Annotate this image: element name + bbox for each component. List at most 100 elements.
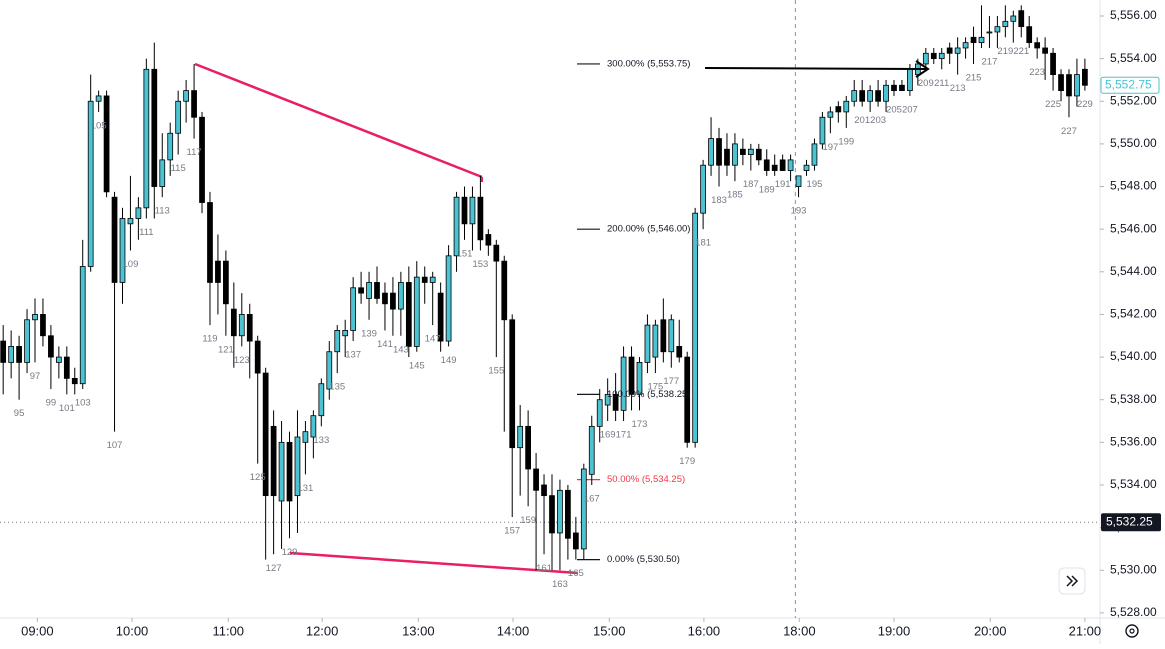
candle-body: [795, 175, 802, 187]
bar-count-label: 167: [584, 493, 600, 504]
candle-body: [676, 346, 683, 358]
candle-body: [716, 138, 722, 166]
candle-body: [95, 95, 102, 102]
candle-body: [509, 319, 516, 449]
candle-body: [533, 468, 539, 491]
fib-level-label: 0.00% (5,530.50): [607, 554, 680, 565]
candle-body: [541, 484, 547, 497]
x-tick-label: 14:00: [497, 623, 530, 638]
candle-body: [684, 356, 691, 443]
bar-count-label: 123: [234, 355, 250, 366]
candle-body: [835, 106, 842, 113]
candle-body: [191, 90, 197, 118]
candle-body: [119, 218, 126, 283]
bar-count-label: 141: [377, 339, 393, 350]
candle-body: [215, 260, 221, 283]
last-price-box: [1100, 76, 1160, 94]
bar-count-label: 211: [934, 78, 949, 89]
scroll-right-button[interactable]: [1058, 567, 1086, 595]
fib-level-label: 50.00% (5,534.25): [607, 474, 685, 485]
x-tick-label: 20:00: [974, 623, 1007, 638]
candle-body: [199, 116, 205, 203]
candle-body: [167, 132, 174, 161]
candle-body: [207, 202, 213, 283]
candle-body: [732, 143, 738, 166]
bar-count-label: 99: [46, 398, 57, 409]
fib-level-label: 300.00% (5,553.75): [607, 58, 690, 69]
candle-body: [405, 282, 412, 347]
bar-count-label: 153: [472, 259, 488, 270]
trend-line: [289, 551, 579, 575]
bar-count-label: 103: [75, 398, 91, 409]
arrow-head: [915, 60, 930, 78]
candle-body: [390, 292, 396, 310]
bar-count-label: 209: [918, 78, 934, 89]
candle-body: [437, 292, 444, 342]
bar-count-label: 165: [568, 568, 584, 579]
bar-count-label: 205: [886, 104, 902, 115]
candle-body: [565, 489, 571, 539]
bar-count-label: 189: [759, 184, 775, 195]
candle-body: [24, 319, 30, 363]
y-tick-label: 5,548.00: [1110, 179, 1157, 193]
candle-body: [811, 143, 818, 166]
candle-body: [230, 308, 237, 337]
bar-count-label: 147: [425, 334, 441, 345]
candle-body: [55, 356, 62, 363]
y-tick-label: 5,550.00: [1110, 136, 1157, 150]
bar-count-label: 207: [902, 104, 918, 115]
candle-body: [32, 314, 38, 321]
candle-body: [262, 372, 269, 497]
candle-body: [183, 90, 189, 102]
candle-body: [421, 276, 428, 283]
y-tick-label: 5,534.00: [1110, 477, 1157, 491]
candle-body: [16, 346, 22, 363]
candle-body: [724, 148, 730, 166]
candle-body: [48, 335, 54, 358]
candle-body: [946, 47, 953, 54]
bar-count-label: 173: [632, 419, 648, 430]
fib-level-label: 100.00% (5,538.25): [607, 389, 690, 400]
candle-body: [620, 356, 627, 411]
candle-body: [398, 282, 404, 310]
y-tick-label: 5,530.00: [1110, 562, 1157, 576]
candle-body: [557, 489, 563, 534]
bar-count-label: 131: [297, 483, 313, 494]
x-tick-label: 21:00: [1069, 623, 1102, 638]
candle-body: [350, 287, 357, 331]
y-tick-label: 5,538.00: [1110, 392, 1157, 406]
candle-body: [127, 218, 134, 225]
candle-body: [366, 282, 372, 299]
candle-body: [740, 148, 746, 155]
bar-count-label: 157: [504, 525, 520, 536]
candle-body: [278, 441, 285, 502]
candle-body: [700, 164, 706, 214]
candle-body: [270, 425, 277, 497]
bar-count-label: 115: [171, 163, 186, 174]
candle-body: [572, 532, 579, 550]
candle-body: [644, 324, 651, 363]
candle-body: [779, 159, 786, 171]
candle-body: [763, 159, 770, 171]
bar-count-label: 101: [59, 403, 75, 414]
bar-count-label: 215: [966, 72, 982, 83]
candle-body: [334, 330, 341, 353]
settings-button[interactable]: [1125, 624, 1139, 638]
candle-body: [302, 431, 309, 443]
bar-count-label: 127: [266, 563, 282, 574]
candle-body: [326, 351, 333, 390]
candle-body: [294, 436, 301, 497]
bar-count-label: 171: [616, 430, 632, 441]
fib-level-label: 200.00% (5,546.00): [607, 224, 690, 235]
candle-body: [286, 441, 293, 502]
last-price-label: 5,552.75: [1105, 77, 1152, 91]
candle-body: [254, 340, 261, 374]
candle-body: [87, 100, 94, 267]
candle-body: [469, 196, 476, 225]
candle-body: [907, 68, 913, 92]
y-tick-label: 5,536.00: [1110, 435, 1157, 449]
candle-body: [1042, 47, 1048, 54]
candle-body: [930, 52, 937, 60]
x-tick-label: 12:00: [306, 623, 339, 638]
bar-count-label: 169: [600, 430, 616, 441]
